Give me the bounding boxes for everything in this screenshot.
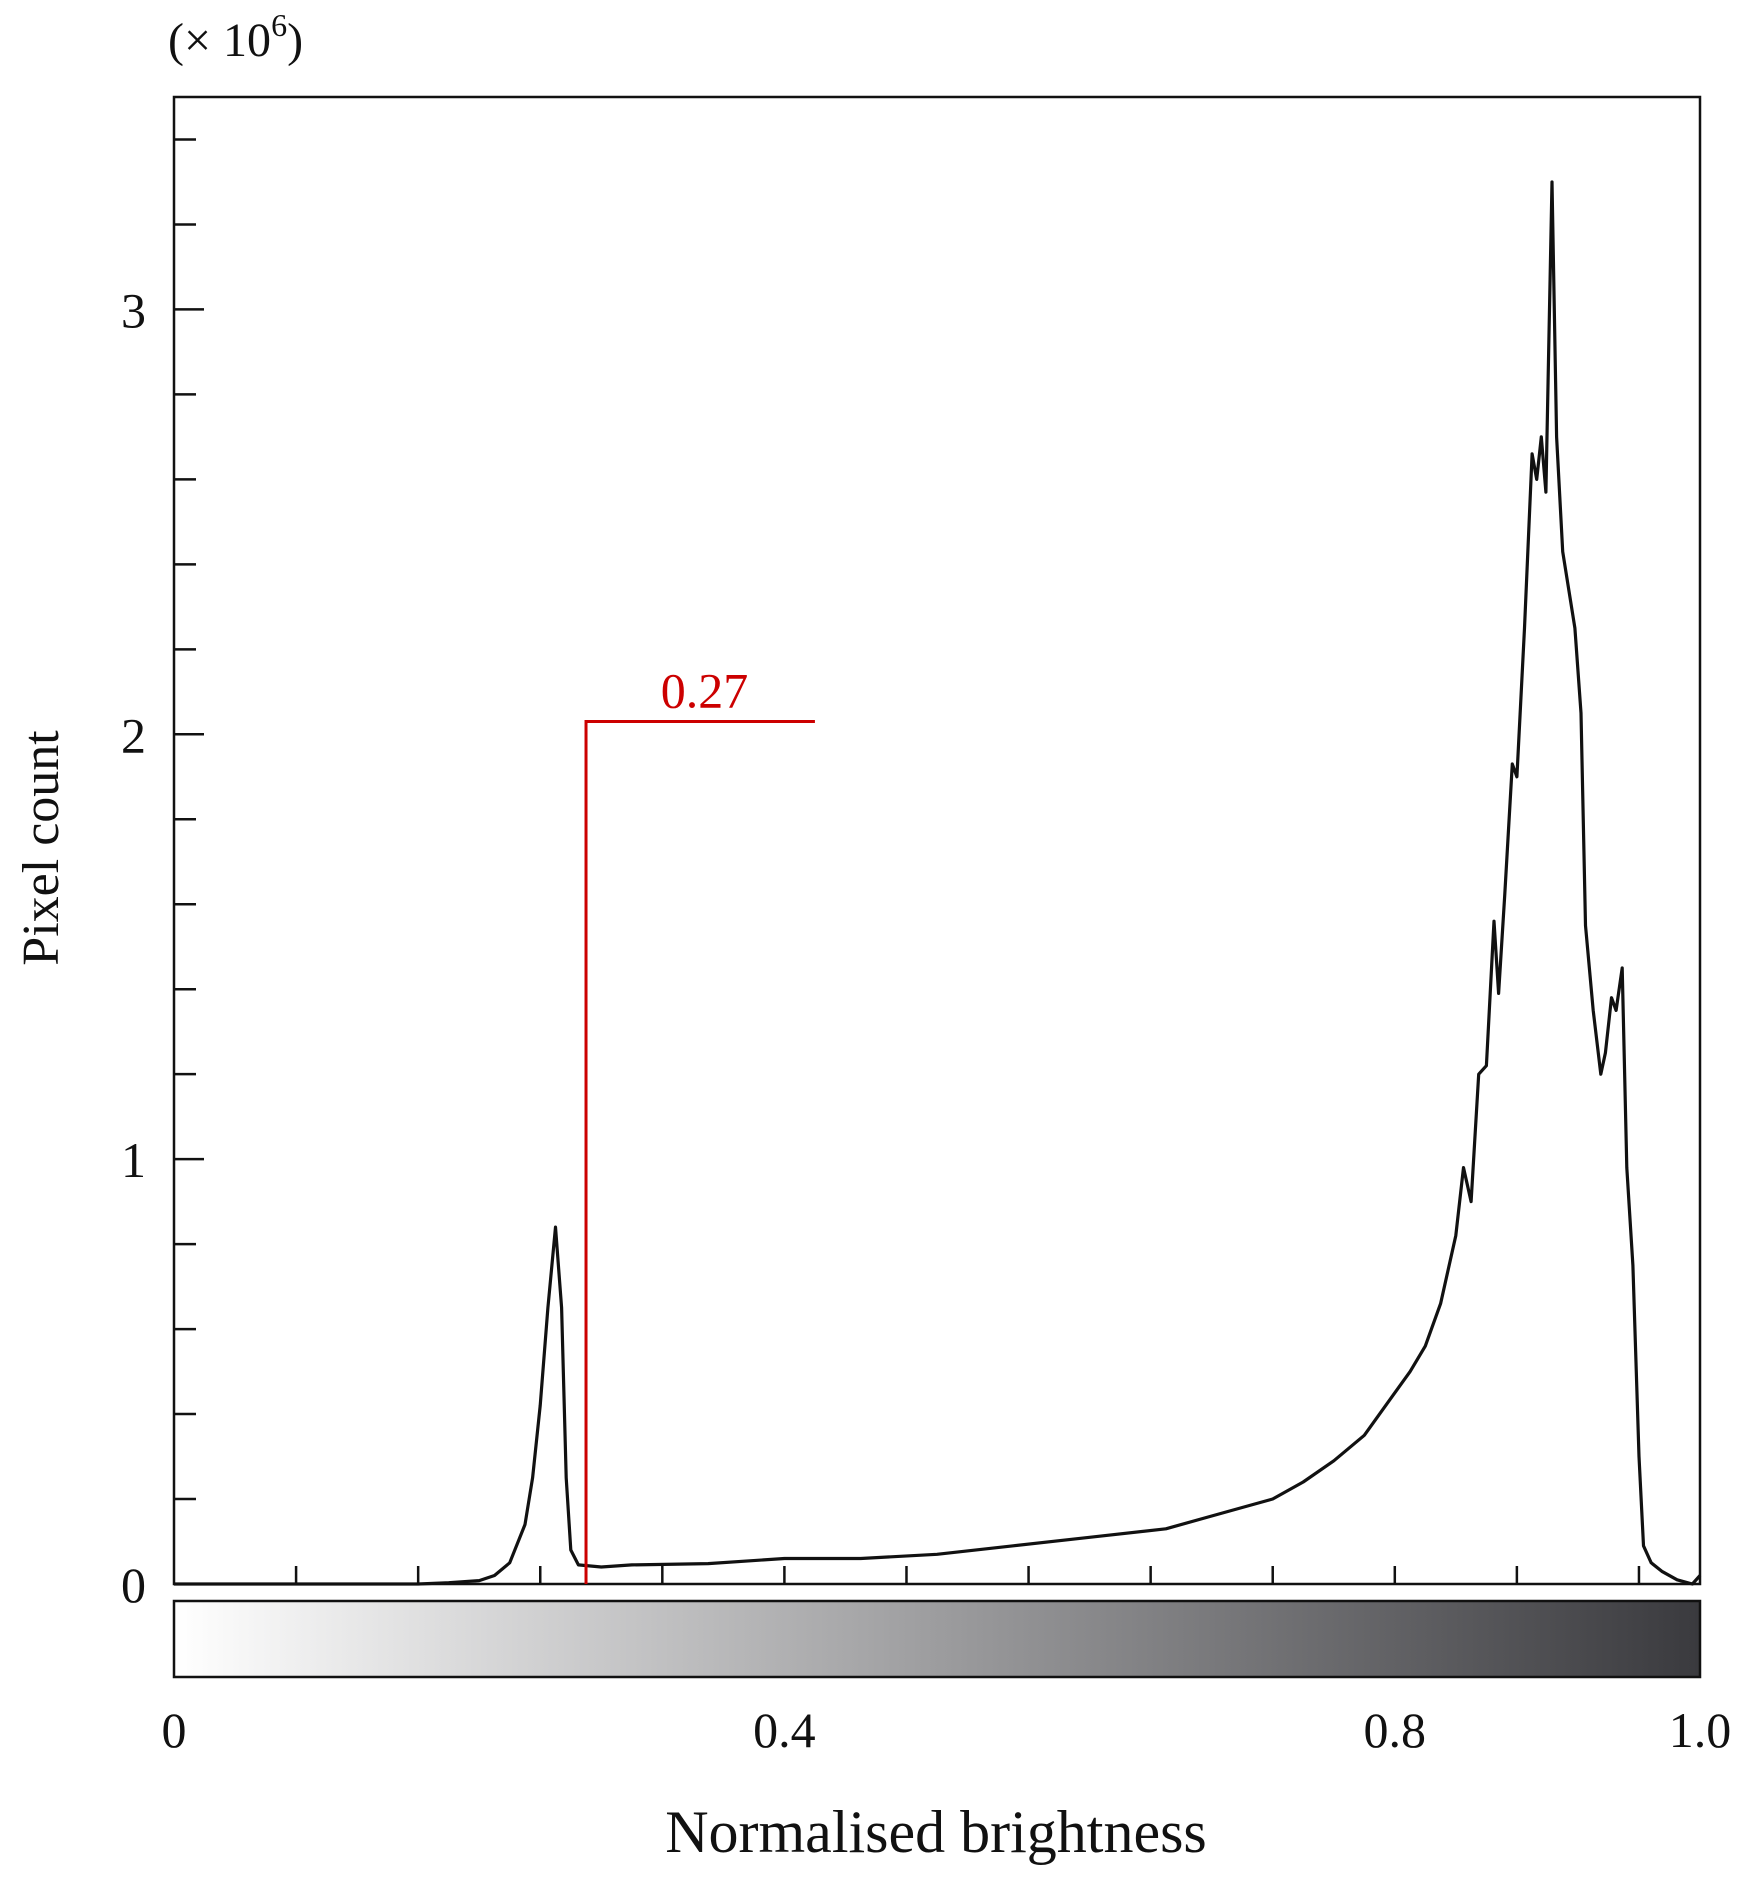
y-tick-label: 0 <box>121 1557 146 1613</box>
threshold-marker: 0.27 <box>584 663 815 1584</box>
x-axis-label: Normalised brightness <box>665 1799 1207 1865</box>
x-tick-label: 0 <box>162 1702 187 1758</box>
y-multiplier-label: (× 106) <box>168 7 303 67</box>
y-axis-label: Pixel count <box>13 730 70 966</box>
threshold-label: 0.27 <box>661 663 749 719</box>
y-tick-label: 1 <box>121 1132 146 1188</box>
y-multiplier-close: ) <box>287 14 303 67</box>
y-multiplier-base: (× 10 <box>168 14 271 67</box>
plot-frame <box>172 95 1702 1586</box>
y-tick-label: 3 <box>121 282 146 338</box>
x-tick-label: 0.8 <box>1364 1702 1427 1758</box>
x-tick-labels: 0 0.4 0.8 1.0 <box>162 1702 1732 1758</box>
histogram-line <box>174 180 1702 1586</box>
y-tick-label: 2 <box>121 707 146 763</box>
y-multiplier-exponent: 6 <box>271 7 287 43</box>
threshold-line <box>584 720 815 1584</box>
x-tick-label: 1.0 <box>1669 1702 1732 1758</box>
x-tick-label: 0.4 <box>753 1702 816 1758</box>
y-ticks: 0 1 2 3 <box>121 138 204 1613</box>
brightness-colorbar <box>172 1599 1702 1679</box>
x-ticks <box>294 1566 1641 1584</box>
